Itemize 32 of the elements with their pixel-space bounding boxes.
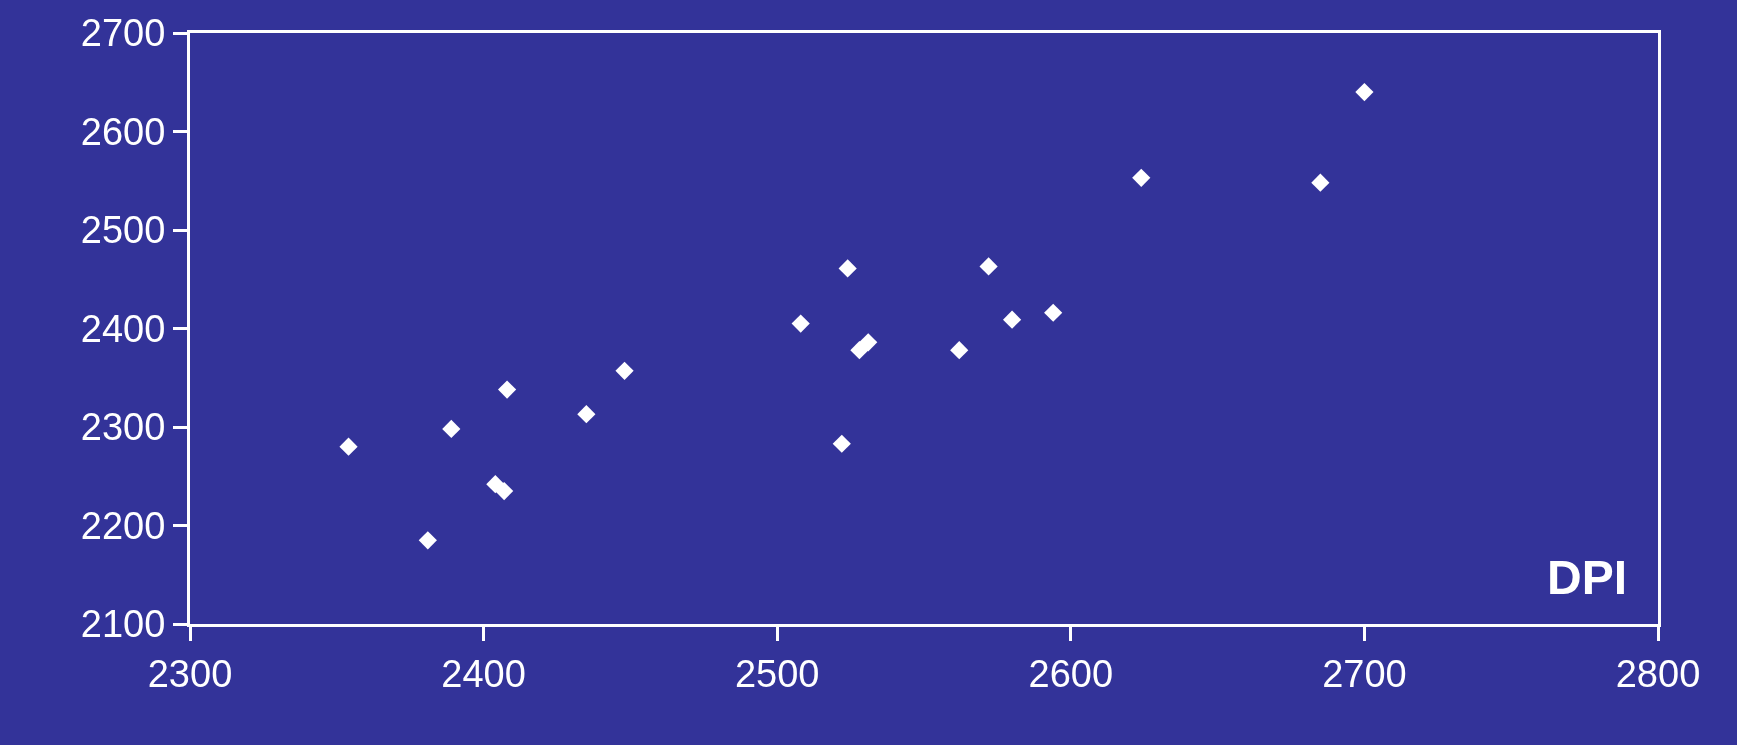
- point: [832, 434, 851, 453]
- x-axis-title: DPI: [1547, 551, 1628, 604]
- y-tick-label: 2100: [80, 603, 166, 646]
- point: [791, 314, 810, 333]
- y-tick-label: 2500: [80, 209, 166, 252]
- point: [497, 380, 517, 399]
- point: [1355, 83, 1374, 102]
- point: [442, 419, 461, 439]
- point: [577, 405, 596, 424]
- point: [950, 341, 969, 360]
- point: [1002, 310, 1022, 329]
- x-tick-label: 2700: [1322, 652, 1407, 695]
- point: [979, 257, 998, 276]
- y-tick-label: 2600: [80, 110, 166, 153]
- point: [495, 481, 514, 501]
- y-tick-label: 2700: [80, 12, 166, 55]
- y-tick-label: 2200: [80, 504, 166, 547]
- x-tick-label: 2600: [1028, 652, 1114, 695]
- x-tick-label: 2400: [441, 652, 526, 695]
- x-tick-label: 2800: [1615, 652, 1701, 695]
- point: [1311, 173, 1330, 192]
- point: [1044, 303, 1063, 322]
- point: [838, 259, 857, 278]
- y-tick-label: 2300: [80, 406, 166, 449]
- y-tick-label: 2400: [80, 307, 166, 350]
- point: [859, 333, 878, 352]
- x-tick-label: 2300: [147, 652, 233, 695]
- point: [339, 437, 358, 456]
- point: [1132, 168, 1151, 187]
- point: [418, 531, 437, 550]
- point: [615, 361, 634, 380]
- x-tick-label: 2500: [734, 652, 820, 695]
